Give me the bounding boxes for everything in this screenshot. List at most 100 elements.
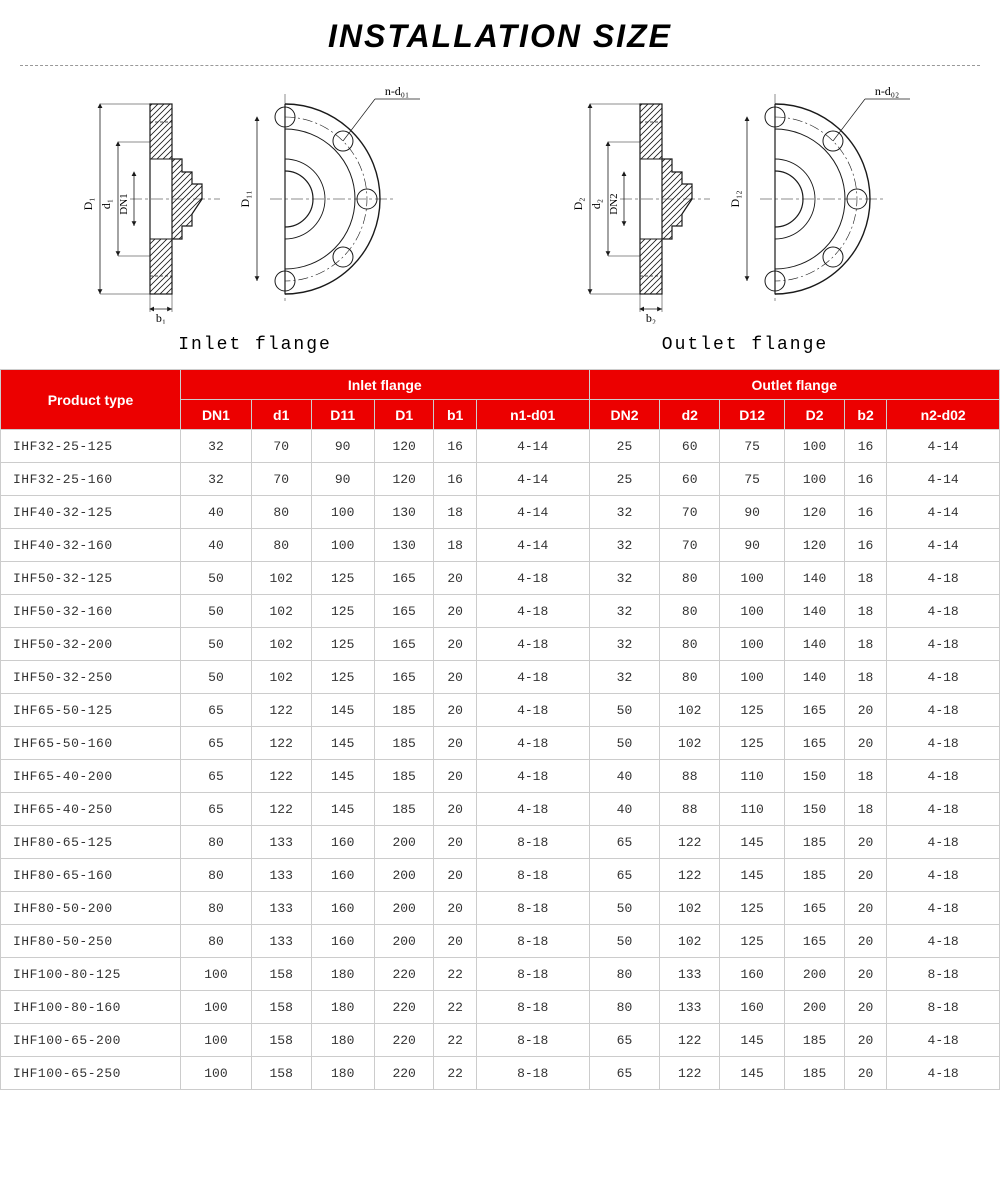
cell-value: 130 bbox=[374, 529, 434, 562]
dim-d1: d₁ bbox=[99, 199, 113, 209]
cell-value: 165 bbox=[374, 628, 434, 661]
cell-value: 32 bbox=[589, 595, 660, 628]
cell-value: 4-18 bbox=[476, 793, 589, 826]
cell-value: 158 bbox=[251, 1024, 311, 1057]
cell-value: 40 bbox=[589, 793, 660, 826]
cell-value: 122 bbox=[660, 1057, 720, 1090]
cell-value: 20 bbox=[844, 958, 886, 991]
dim-b2: b₂ bbox=[646, 311, 656, 324]
cell-value: 32 bbox=[589, 496, 660, 529]
table-row: IHF50-32-16050102125165204-1832801001401… bbox=[1, 595, 1000, 628]
outlet-diagram: D₂ d₂ DN2 b₂ bbox=[530, 74, 960, 355]
cell-value: 158 bbox=[251, 1057, 311, 1090]
cell-value: 120 bbox=[785, 529, 845, 562]
table-row: IHF32-25-125327090120164-14256075100164-… bbox=[1, 430, 1000, 463]
cell-value: 165 bbox=[374, 595, 434, 628]
cell-value: 125 bbox=[311, 595, 374, 628]
outlet-caption: Outlet flange bbox=[530, 335, 960, 355]
cell-value: 220 bbox=[374, 1057, 434, 1090]
cell-value: 4-14 bbox=[887, 496, 1000, 529]
cell-value: 18 bbox=[844, 793, 886, 826]
cell-value: 32 bbox=[589, 661, 660, 694]
cell-value: 200 bbox=[785, 958, 845, 991]
cell-value: 4-18 bbox=[887, 1057, 1000, 1090]
cell-value: 20 bbox=[434, 562, 476, 595]
cell-value: 185 bbox=[374, 793, 434, 826]
cell-value: 160 bbox=[311, 826, 374, 859]
cell-value: 80 bbox=[181, 925, 252, 958]
th-outlet-flange: Outlet flange bbox=[589, 370, 999, 400]
cell-value: 133 bbox=[251, 892, 311, 925]
cell-value: 4-14 bbox=[887, 463, 1000, 496]
cell-value: 20 bbox=[844, 727, 886, 760]
cell-value: 133 bbox=[251, 859, 311, 892]
page-title: INSTALLATION SIZE bbox=[0, 0, 1000, 65]
cell-value: 160 bbox=[720, 991, 785, 1024]
cell-value: 80 bbox=[181, 892, 252, 925]
cell-value: 18 bbox=[844, 595, 886, 628]
cell-value: 16 bbox=[844, 430, 886, 463]
cell-value: 18 bbox=[434, 529, 476, 562]
cell-value: 25 bbox=[589, 430, 660, 463]
cell-value: 20 bbox=[844, 826, 886, 859]
cell-value: 165 bbox=[785, 925, 845, 958]
cell-value: 140 bbox=[785, 628, 845, 661]
cell-value: 20 bbox=[434, 727, 476, 760]
cell-value: 150 bbox=[785, 760, 845, 793]
cell-value: 70 bbox=[251, 463, 311, 496]
dim-DN1: DN1 bbox=[118, 193, 130, 214]
cell-value: 125 bbox=[311, 562, 374, 595]
cell-value: 22 bbox=[434, 991, 476, 1024]
cell-value: 165 bbox=[785, 727, 845, 760]
cell-product: IHF100-65-200 bbox=[1, 1024, 181, 1057]
cell-value: 185 bbox=[785, 1024, 845, 1057]
table-row: IHF50-32-20050102125165204-1832801001401… bbox=[1, 628, 1000, 661]
table-row: IHF100-80-125100158180220228-18801331602… bbox=[1, 958, 1000, 991]
cell-value: 120 bbox=[785, 496, 845, 529]
cell-value: 165 bbox=[785, 892, 845, 925]
cell-value: 20 bbox=[434, 892, 476, 925]
table-row: IHF65-40-25065122145185204-1840881101501… bbox=[1, 793, 1000, 826]
cell-value: 70 bbox=[251, 430, 311, 463]
table-row: IHF65-50-16065122145185204-1850102125165… bbox=[1, 727, 1000, 760]
cell-value: 60 bbox=[660, 430, 720, 463]
dim-b1: b₁ bbox=[156, 311, 166, 324]
cell-product: IHF100-80-160 bbox=[1, 991, 181, 1024]
cell-product: IHF50-32-160 bbox=[1, 595, 181, 628]
cell-value: 102 bbox=[660, 727, 720, 760]
cell-value: 133 bbox=[660, 958, 720, 991]
cell-value: 200 bbox=[374, 826, 434, 859]
cell-value: 50 bbox=[589, 727, 660, 760]
cell-value: 185 bbox=[785, 859, 845, 892]
cell-value: 20 bbox=[434, 859, 476, 892]
dim-D12: D₁₂ bbox=[728, 190, 742, 207]
cell-value: 200 bbox=[374, 892, 434, 925]
cell-value: 50 bbox=[589, 694, 660, 727]
th-sub-6: DN2 bbox=[589, 400, 660, 430]
cell-value: 20 bbox=[434, 925, 476, 958]
cell-value: 4-14 bbox=[476, 430, 589, 463]
cell-product: IHF50-32-200 bbox=[1, 628, 181, 661]
cell-value: 20 bbox=[844, 892, 886, 925]
cell-value: 158 bbox=[251, 958, 311, 991]
cell-value: 90 bbox=[311, 463, 374, 496]
th-sub-7: d2 bbox=[660, 400, 720, 430]
cell-value: 180 bbox=[311, 991, 374, 1024]
cell-value: 145 bbox=[720, 1024, 785, 1057]
cell-value: 145 bbox=[311, 694, 374, 727]
cell-product: IHF80-50-250 bbox=[1, 925, 181, 958]
cell-value: 102 bbox=[251, 628, 311, 661]
table-row: IHF80-50-25080133160200208-1850102125165… bbox=[1, 925, 1000, 958]
spec-table: Product type Inlet flange Outlet flange … bbox=[0, 369, 1000, 1090]
cell-value: 18 bbox=[434, 496, 476, 529]
cell-value: 100 bbox=[785, 430, 845, 463]
cell-value: 32 bbox=[181, 430, 252, 463]
inlet-flange-svg: D₁ d₁ DN1 b₁ bbox=[40, 74, 470, 324]
cell-value: 100 bbox=[311, 496, 374, 529]
cell-value: 110 bbox=[720, 760, 785, 793]
table-row: IHF80-65-12580133160200208-1865122145185… bbox=[1, 826, 1000, 859]
table-row: IHF40-32-1604080100130184-14327090120164… bbox=[1, 529, 1000, 562]
cell-value: 8-18 bbox=[476, 925, 589, 958]
cell-value: 65 bbox=[589, 1024, 660, 1057]
cell-value: 88 bbox=[660, 793, 720, 826]
